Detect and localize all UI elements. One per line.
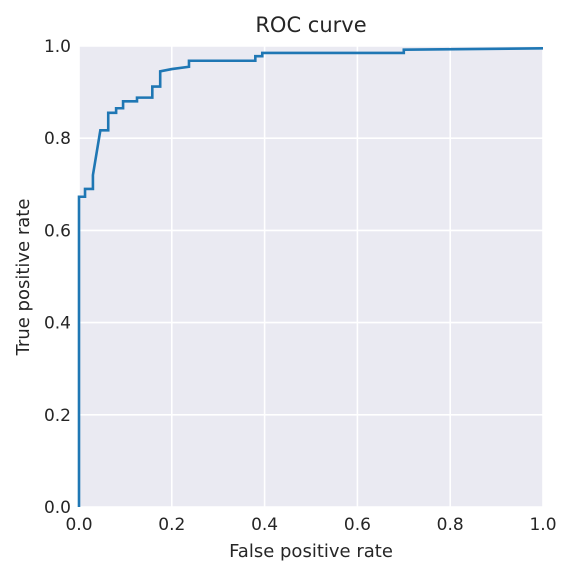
y-tick-label: 1.0 [44, 37, 71, 57]
grid-lines [78, 45, 544, 508]
y-axis-label: True positive rate [13, 199, 34, 357]
series-layer [77, 47, 544, 507]
x-tick-label: 0.4 [251, 515, 278, 535]
x-tick-label: 0.8 [437, 515, 464, 535]
roc-curve-line [77, 47, 544, 507]
x-tick-label: 0.2 [158, 515, 185, 535]
chart-title: ROC curve [255, 13, 366, 37]
plot-area [79, 46, 543, 507]
y-tick-label: 0.6 [44, 221, 71, 241]
y-tick-label: 0.2 [44, 406, 71, 426]
y-tick-label: 0.8 [44, 129, 71, 149]
y-tick-label: 0.4 [44, 314, 71, 334]
tick-labels: 0.0 0.2 0.4 0.6 0.8 1.0 0.0 0.2 0.4 0.6 0.8 1.0 [44, 37, 557, 535]
y-tick-label: 0.0 [44, 498, 71, 518]
x-axis-label: False positive rate [229, 541, 393, 562]
x-tick-label: 0.0 [65, 515, 92, 535]
x-tick-label: 1.0 [529, 515, 556, 535]
x-tick-label: 0.6 [344, 515, 371, 535]
